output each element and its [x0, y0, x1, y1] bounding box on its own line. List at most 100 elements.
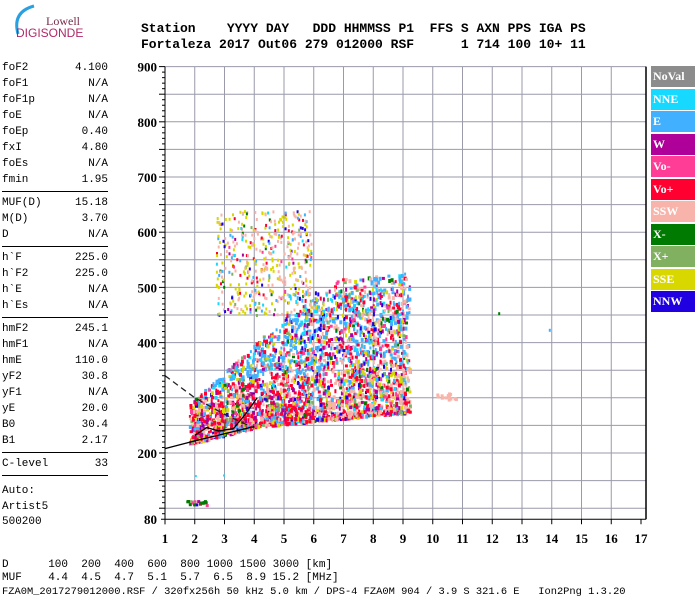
- echo-point: [254, 424, 258, 429]
- echo-point: [305, 260, 308, 264]
- echo-point: [334, 412, 337, 416]
- echo-point: [330, 383, 333, 387]
- echo-point: [344, 297, 348, 301]
- echo-point: [277, 408, 281, 412]
- echo-point: [380, 377, 383, 382]
- echo-point: [316, 398, 320, 401]
- echo-point: [239, 273, 242, 277]
- echo-point: [316, 337, 319, 342]
- echo-point: [282, 399, 285, 404]
- echo-point: [361, 346, 365, 350]
- echo-point: [200, 417, 204, 422]
- echo-point: [378, 276, 382, 281]
- echo-point: [352, 324, 356, 328]
- echo-point: [330, 343, 334, 347]
- echo-point: [394, 317, 398, 322]
- echo-point: [244, 266, 247, 270]
- echo-point: [390, 334, 394, 338]
- echo-point: [365, 338, 369, 342]
- echo-point: [398, 274, 402, 279]
- echo-point: [224, 237, 227, 241]
- echo-point: [220, 213, 223, 217]
- echo-point: [287, 301, 290, 305]
- echo-point: [355, 405, 359, 410]
- echo-point: [359, 292, 362, 297]
- echo-point: [378, 318, 382, 322]
- x-tick-label: 15: [575, 531, 589, 546]
- echo-point: [244, 394, 248, 398]
- echo-point: [249, 304, 252, 308]
- echo-point: [297, 397, 301, 402]
- param-fxi: fxI 4.80: [2, 141, 108, 155]
- echo-point: [379, 326, 382, 331]
- echo-point: [363, 361, 366, 366]
- echo-point: [303, 323, 306, 328]
- param-yf2: yF2 30.8: [2, 370, 108, 384]
- echo-point: [297, 375, 300, 379]
- echo-point: [260, 421, 264, 424]
- echo-point: [328, 338, 331, 343]
- echo-point: [188, 503, 192, 507]
- echo-point: [277, 270, 280, 274]
- echo-point: [231, 382, 235, 387]
- echo-point: [360, 288, 364, 292]
- x-tick-label: 9: [400, 531, 407, 546]
- echo-point: [193, 414, 197, 418]
- echo-point: [390, 278, 394, 283]
- echo-point: [191, 436, 195, 440]
- echo-point: [309, 318, 311, 322]
- echo-point: [385, 389, 389, 393]
- echo-point: [338, 349, 341, 354]
- echo-point: [388, 307, 392, 312]
- echo-point: [362, 300, 366, 305]
- echo-point: [253, 303, 256, 306]
- echo-point: [241, 408, 244, 412]
- echo-point: [294, 325, 297, 330]
- echo-point: [327, 361, 329, 366]
- echo-point: [252, 410, 256, 415]
- echo-point: [275, 328, 278, 332]
- param-label: B1: [2, 435, 16, 447]
- echo-point: [373, 395, 377, 399]
- echo-point: [222, 423, 225, 427]
- echo-point: [229, 386, 232, 391]
- echo-point: [322, 372, 325, 377]
- echo-point: [258, 301, 261, 305]
- echo-point: [272, 414, 276, 419]
- echo-point: [304, 375, 307, 379]
- echo-point: [256, 280, 259, 284]
- echo-point: [303, 292, 306, 297]
- echo-point: [395, 388, 399, 392]
- echo-point: [265, 417, 269, 421]
- echo-point: [192, 409, 196, 414]
- echo-point: [357, 323, 361, 327]
- echo-point: [273, 313, 276, 317]
- echo-point: [351, 355, 354, 360]
- echo-point: [271, 385, 274, 389]
- echo-point: [224, 243, 227, 247]
- echo-point: [315, 309, 319, 314]
- echo-point: [232, 240, 235, 244]
- echo-point: [292, 266, 295, 270]
- echo-point: [314, 405, 318, 410]
- echo-point: [295, 330, 298, 334]
- echo-point: [253, 394, 256, 399]
- echo-point: [305, 225, 308, 229]
- echo-point: [291, 318, 294, 323]
- echo-point: [189, 406, 193, 410]
- echo-point: [232, 385, 235, 390]
- echo-point: [367, 362, 370, 367]
- echo-point: [293, 337, 296, 342]
- echo-point: [311, 400, 315, 405]
- echo-point: [404, 380, 407, 385]
- echo-point: [357, 383, 361, 388]
- echo-point: [380, 404, 384, 408]
- echo-point: [302, 290, 304, 293]
- echo-point: [365, 414, 369, 419]
- echo-point: [221, 412, 223, 417]
- echo-point: [338, 403, 342, 408]
- echo-point: [356, 313, 360, 317]
- echo-point: [376, 277, 378, 282]
- echo-point: [379, 296, 382, 300]
- echo-point: [265, 307, 268, 311]
